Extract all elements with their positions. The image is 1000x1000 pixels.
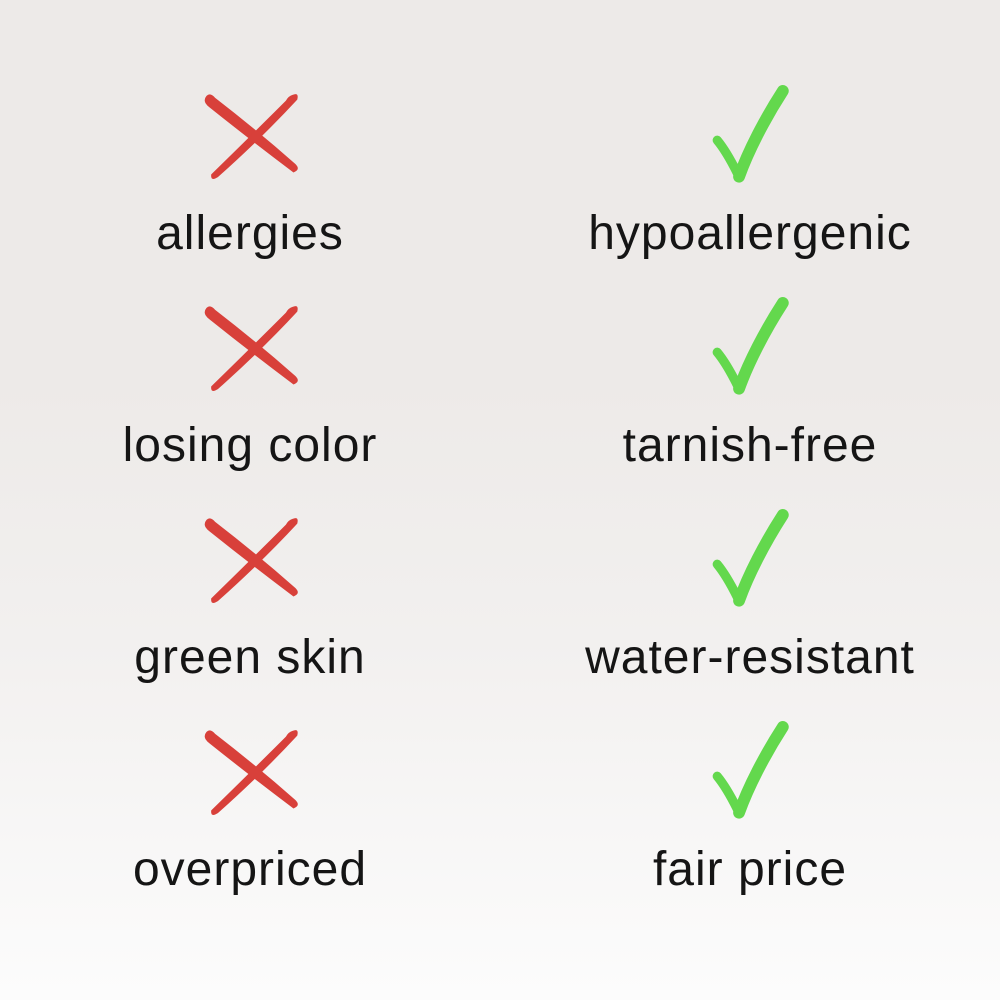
- x-mark-icon: [198, 292, 302, 406]
- negative-label: losing color: [122, 418, 378, 472]
- positive-item: hypoallergenic: [500, 64, 1000, 276]
- x-mark-icon: [198, 716, 302, 830]
- negative-label: overpriced: [132, 842, 368, 896]
- positive-label: fair price: [652, 842, 848, 896]
- check-icon: [704, 292, 796, 406]
- positive-label: tarnish-free: [622, 418, 878, 472]
- positive-item: tarnish-free: [500, 276, 1000, 488]
- check-icon: [704, 716, 796, 830]
- negative-item: allergies: [0, 64, 500, 276]
- negative-label: green skin: [134, 630, 366, 684]
- positive-label: hypoallergenic: [588, 206, 912, 260]
- positive-item: water-resistant: [500, 488, 1000, 700]
- x-mark-icon: [198, 80, 302, 194]
- positive-label: water-resistant: [585, 630, 915, 684]
- x-mark-icon: [198, 504, 302, 618]
- negative-item: losing color: [0, 276, 500, 488]
- check-icon: [704, 80, 796, 194]
- comparison-grid: allergies hypoallergenic losing color: [0, 64, 1000, 912]
- negative-item: green skin: [0, 488, 500, 700]
- negative-item: overpriced: [0, 700, 500, 912]
- negative-label: allergies: [156, 206, 344, 260]
- check-icon: [704, 504, 796, 618]
- positive-item: fair price: [500, 700, 1000, 912]
